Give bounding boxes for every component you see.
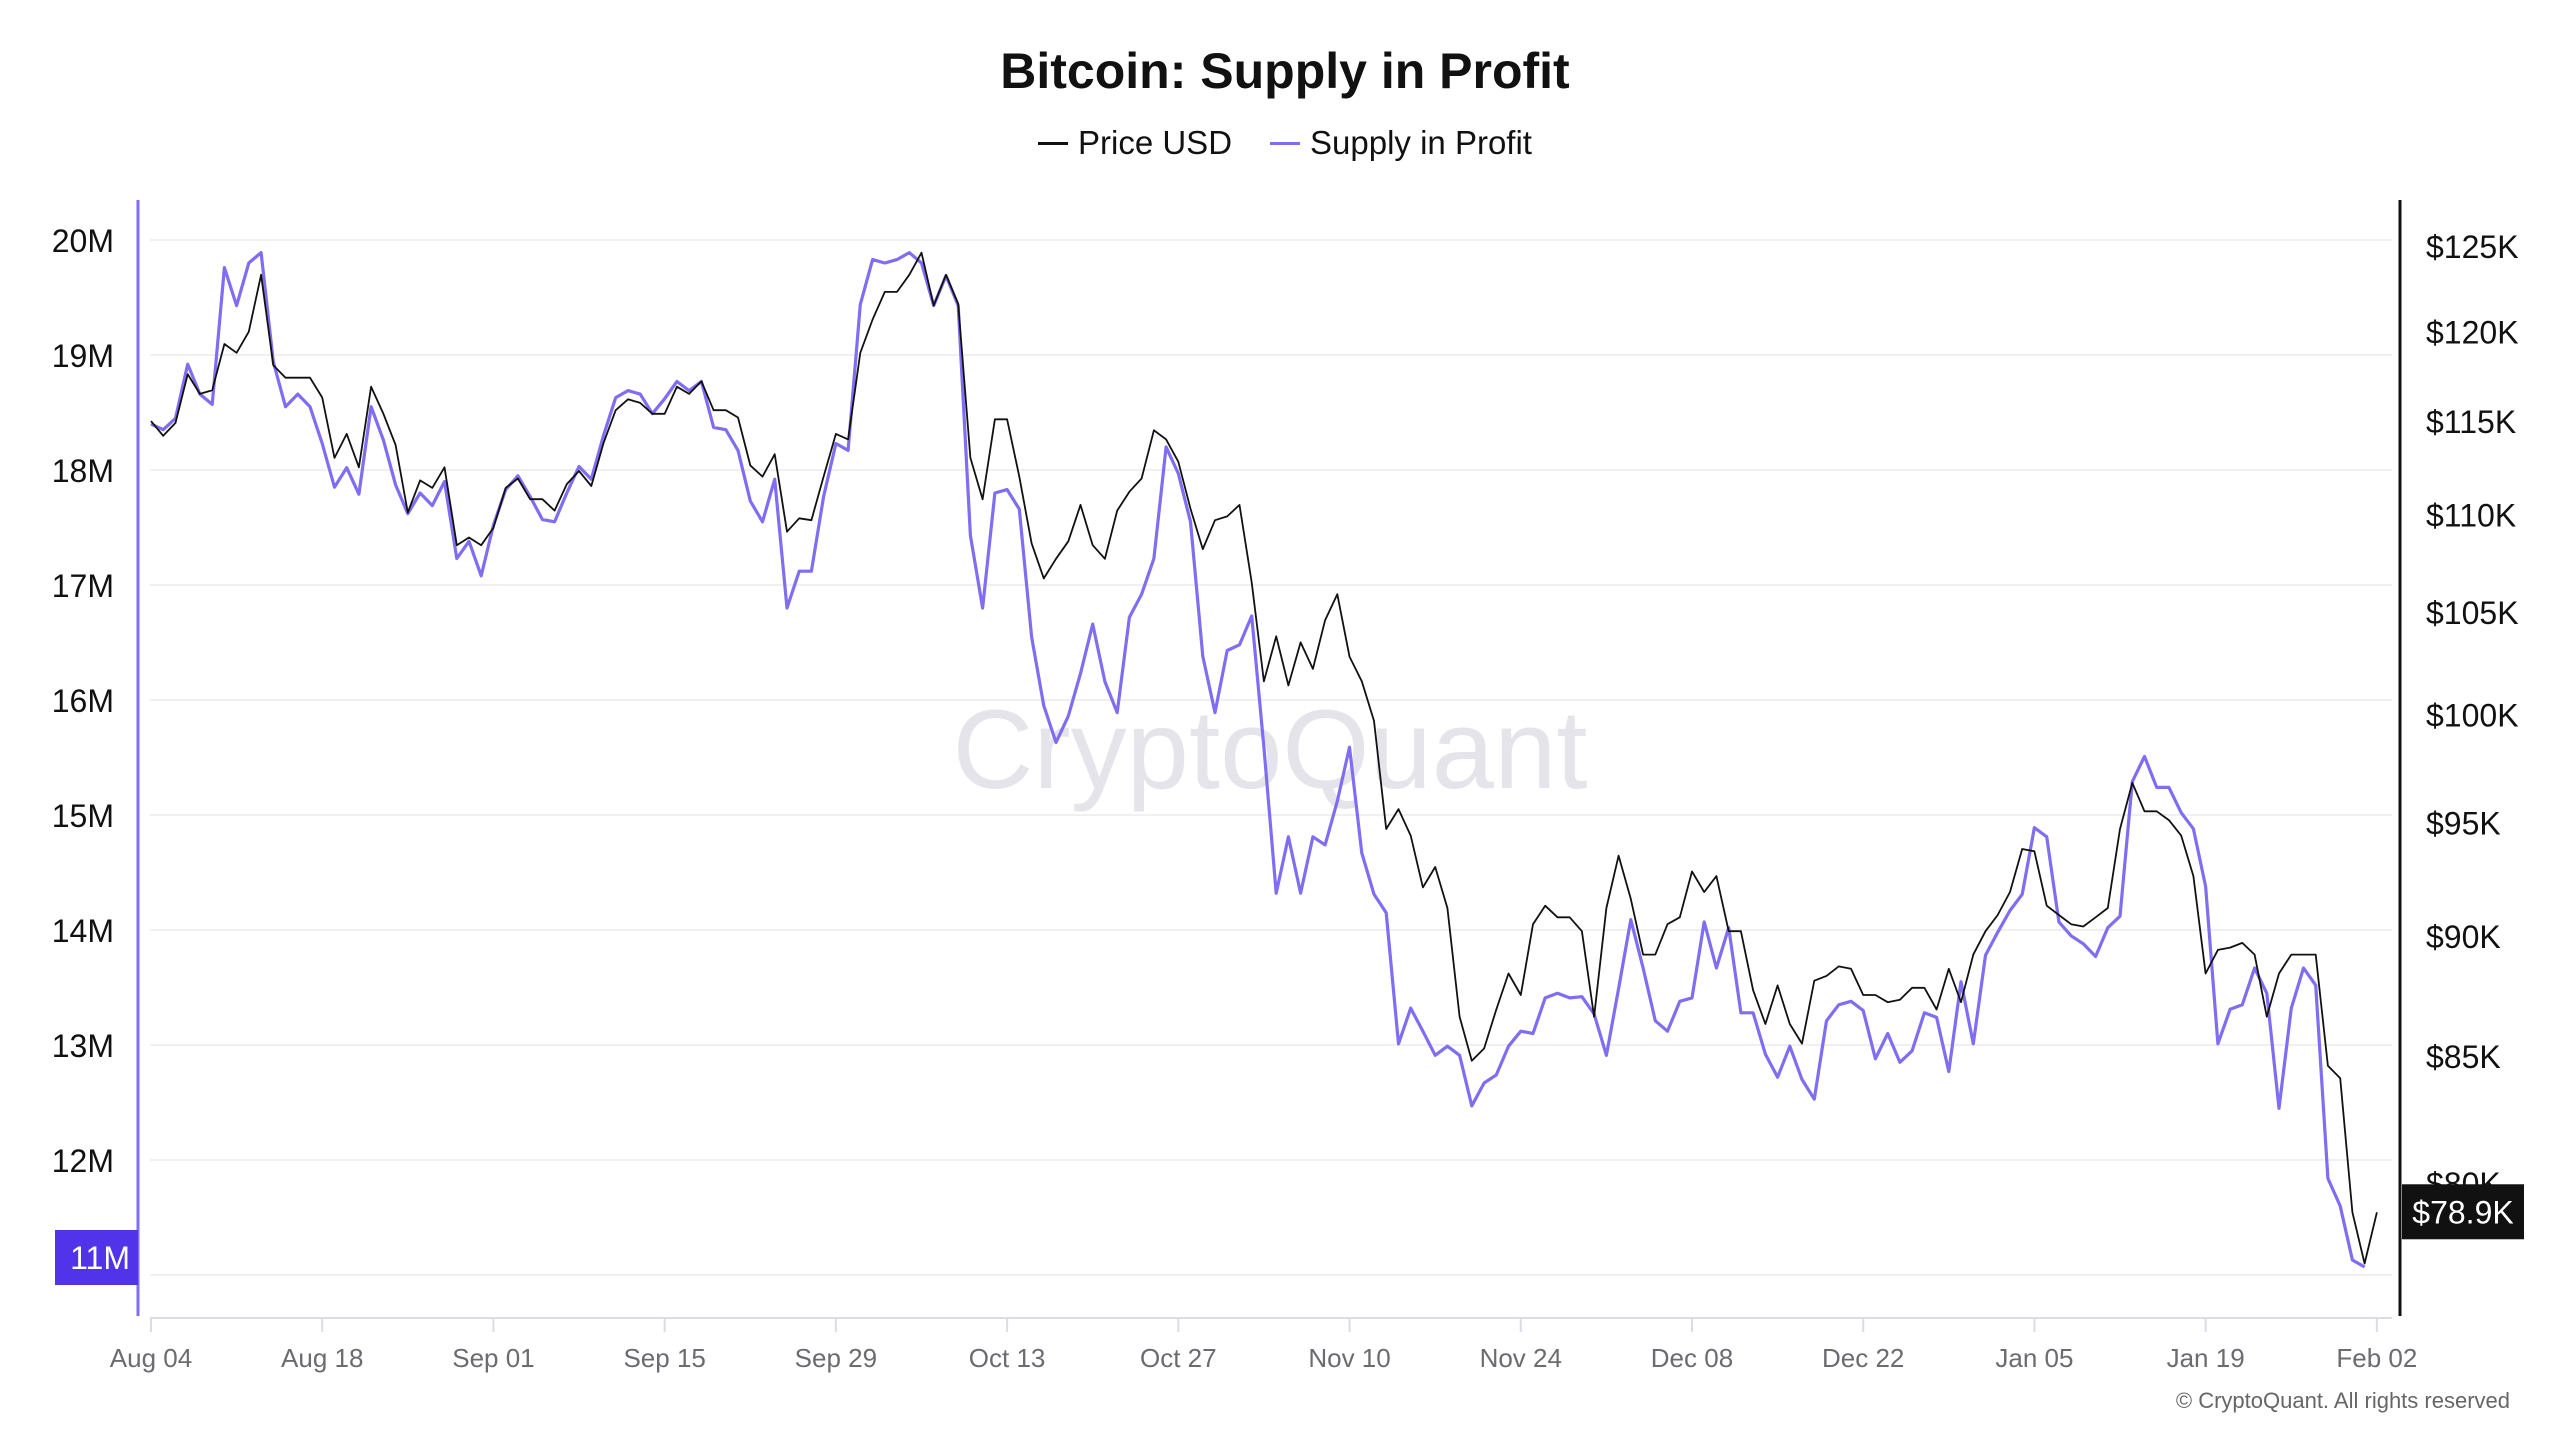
legend-label-supply: Supply in Profit — [1310, 124, 1532, 161]
left-tick-label: 13M — [52, 1028, 114, 1064]
x-tick-label: Sep 01 — [452, 1343, 534, 1373]
left-tick-label: 17M — [52, 568, 114, 604]
right-axis-current-label: $78.9K — [2412, 1194, 2513, 1230]
right-tick-label: $105K — [2426, 595, 2519, 631]
left-tick-label: 19M — [52, 338, 114, 374]
series-line-price-usd — [150, 251, 2378, 1265]
left-axis-current-label: 11M — [70, 1240, 130, 1276]
right-tick-label: $125K — [2426, 229, 2519, 265]
legend-item-supply[interactable]: Supply in Profit — [1270, 124, 1532, 162]
x-axis-ticks: Aug 04 Aug 18 Sep 01 Sep 15 Sep 29 Oct 13 Oct … — [110, 1318, 2417, 1373]
x-tick-label: Oct 27 — [1140, 1343, 1217, 1373]
legend-swatch-price — [1038, 141, 1068, 145]
legend-item-price[interactable]: Price USD — [1038, 124, 1232, 162]
x-tick-label: Dec 08 — [1651, 1343, 1733, 1373]
series-line-supply-in-profit — [150, 251, 2366, 1269]
x-tick-label: Nov 24 — [1480, 1343, 1562, 1373]
x-tick-label: Sep 15 — [623, 1343, 705, 1373]
x-tick-label: Jan 05 — [1995, 1343, 2073, 1373]
left-tick-label: 20M — [52, 223, 114, 259]
left-tick-label: 14M — [52, 913, 114, 949]
x-tick-label: Nov 10 — [1308, 1343, 1390, 1373]
right-tick-label: $110K — [2426, 497, 2516, 533]
legend-swatch-supply — [1270, 141, 1301, 145]
gridlines — [150, 239, 2392, 1276]
legend: Price USD Supply in Profit — [0, 124, 2560, 162]
watermark: CryptoQuant — [953, 687, 1588, 812]
x-tick-label: Feb 02 — [2336, 1343, 2417, 1373]
chart-title: Bitcoin: Supply in Profit — [1000, 43, 1570, 99]
right-tick-label: $115K — [2426, 404, 2516, 440]
left-axis-current-badge — [55, 1230, 138, 1285]
left-tick-label: 18M — [52, 453, 114, 489]
left-axis-ticks: 20M 19M 18M 17M 16M 15M 14M 13M 12M — [52, 223, 114, 1179]
x-tick-label: Dec 22 — [1822, 1343, 1904, 1373]
x-tick-label: Sep 29 — [795, 1343, 877, 1373]
x-tick-label: Jan 19 — [2167, 1343, 2245, 1373]
right-tick-label: $120K — [2426, 315, 2519, 351]
right-axis-current-badge — [2402, 1184, 2524, 1240]
x-tick-label: Aug 18 — [281, 1343, 363, 1373]
right-tick-label: $100K — [2426, 698, 2519, 734]
left-tick-label: 12M — [52, 1143, 114, 1179]
axis-value-badges: 11M $78.9K — [55, 1184, 2524, 1285]
x-tick-label: Oct 13 — [969, 1343, 1046, 1373]
legend-label-price: Price USD — [1078, 124, 1233, 161]
right-tick-label: $95K — [2426, 805, 2501, 841]
right-axis-ticks: $125K $120K $115K $110K $105K $100K $95K $90K $8… — [2426, 229, 2519, 1202]
right-tick-label: $90K — [2426, 919, 2501, 955]
left-tick-label: 16M — [52, 683, 114, 719]
x-tick-label: Aug 04 — [110, 1343, 192, 1373]
copyright: © CryptoQuant. All rights reserved — [2175, 1388, 2510, 1413]
right-tick-label: $85K — [2426, 1039, 2501, 1075]
left-tick-label: 15M — [52, 798, 114, 834]
